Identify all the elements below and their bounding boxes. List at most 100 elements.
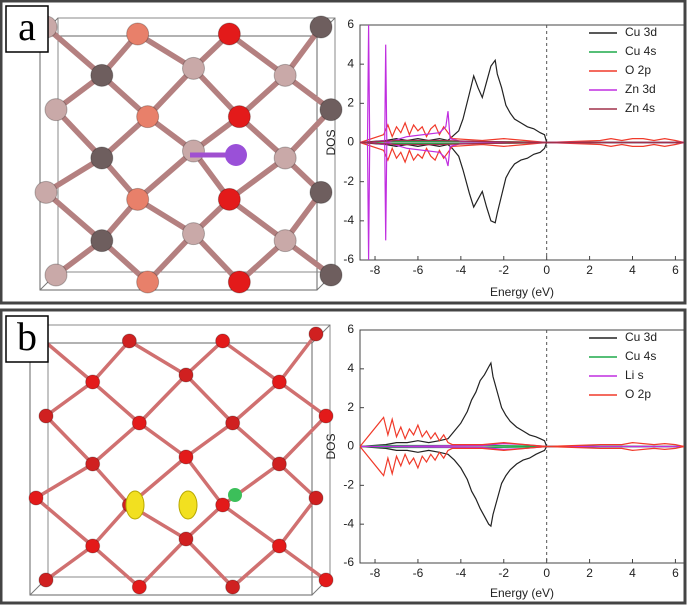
x-tick-label: -4 — [456, 566, 467, 580]
dos-line — [359, 141, 685, 164]
atom — [215, 497, 231, 513]
atom — [182, 56, 205, 80]
bond — [277, 332, 318, 384]
y-tick-label: 6 — [347, 322, 354, 336]
bond — [191, 231, 242, 284]
atom — [227, 270, 251, 294]
legend-label: Cu 4s — [625, 44, 656, 58]
x-tick-label: 0 — [543, 566, 550, 580]
x-tick-label: -8 — [370, 263, 381, 277]
atom — [215, 333, 231, 349]
x-tick-label: 2 — [586, 566, 593, 580]
atom — [217, 22, 241, 46]
atom — [309, 15, 333, 39]
x-tick-label: -6 — [413, 263, 424, 277]
atom — [271, 538, 287, 554]
atom — [44, 263, 68, 287]
bond — [283, 107, 333, 160]
bond — [278, 380, 328, 418]
atom — [318, 572, 334, 588]
bond — [227, 155, 287, 202]
bond — [35, 462, 94, 500]
bond — [227, 31, 287, 78]
atom — [90, 63, 114, 87]
bond — [44, 380, 94, 418]
atom — [38, 408, 54, 424]
y-tick-label: 0 — [347, 439, 354, 453]
y-tick-label: 4 — [347, 56, 354, 70]
bond — [138, 537, 188, 589]
atom — [217, 187, 241, 211]
panel-label-box — [5, 315, 49, 363]
bond — [184, 339, 224, 377]
bond — [227, 197, 287, 243]
atom — [319, 98, 343, 122]
y-tick-label: -4 — [343, 516, 354, 530]
y-tick-label: -2 — [343, 174, 354, 188]
panel-label: b — [17, 314, 37, 359]
bond — [44, 544, 94, 582]
atom — [308, 490, 324, 506]
bond — [145, 66, 196, 119]
y-tick-label: -2 — [343, 478, 354, 492]
atom — [131, 415, 147, 431]
bond — [184, 373, 234, 425]
bond — [231, 380, 281, 425]
y-tick-label: -6 — [343, 252, 354, 266]
x-tick-label: -4 — [456, 263, 467, 277]
atom — [178, 449, 194, 465]
y-tick-label: -4 — [343, 213, 354, 227]
bond — [278, 462, 318, 500]
bond — [91, 462, 131, 507]
bond — [91, 380, 141, 425]
atom — [271, 374, 287, 390]
legend-label: Li s — [625, 368, 644, 382]
bond — [91, 544, 141, 589]
atom — [136, 270, 160, 294]
bond — [91, 339, 131, 384]
atom — [90, 146, 114, 170]
atom — [34, 180, 58, 204]
bond — [231, 421, 281, 466]
atom — [309, 180, 333, 204]
y-axis-label: DOS — [324, 433, 338, 459]
bond — [34, 496, 94, 548]
dos-line — [359, 121, 685, 144]
x-tick-label: 4 — [629, 566, 636, 580]
x-tick-label: 2 — [586, 263, 593, 277]
atom — [182, 139, 205, 163]
bond — [184, 537, 234, 589]
dos-line — [360, 140, 684, 261]
panel-frame — [0, 0, 687, 305]
atom — [227, 105, 251, 129]
dos-chart: -6 -4 -2 0 2 4 6 -8 -6 -4 -2 0 2 4 6 Energy (eV) DOS Cu 3… — [324, 322, 685, 600]
atom — [38, 572, 54, 588]
bond — [221, 339, 281, 384]
atom — [273, 63, 297, 87]
bond — [44, 24, 104, 78]
atom — [28, 490, 44, 506]
atom — [131, 579, 147, 595]
atom — [126, 187, 150, 211]
bond — [44, 190, 104, 243]
bond — [278, 414, 328, 466]
dos-line — [359, 141, 684, 146]
atom — [121, 333, 137, 349]
legend-label: Zn 3d — [625, 82, 656, 96]
dos-line — [359, 416, 685, 448]
x-tick-label: 6 — [672, 566, 679, 580]
bond — [44, 414, 94, 466]
atom — [273, 229, 297, 253]
legend-label: O 2p — [625, 63, 651, 77]
legend-label: O 2p — [625, 387, 651, 401]
atom — [178, 531, 194, 547]
atom — [90, 229, 114, 253]
atom — [126, 22, 150, 46]
atom — [85, 456, 101, 472]
legend-label: Zn 4s — [625, 101, 655, 115]
bond — [135, 148, 196, 202]
bond — [138, 421, 188, 459]
panel-label: a — [18, 4, 36, 49]
isosurface — [125, 490, 145, 520]
